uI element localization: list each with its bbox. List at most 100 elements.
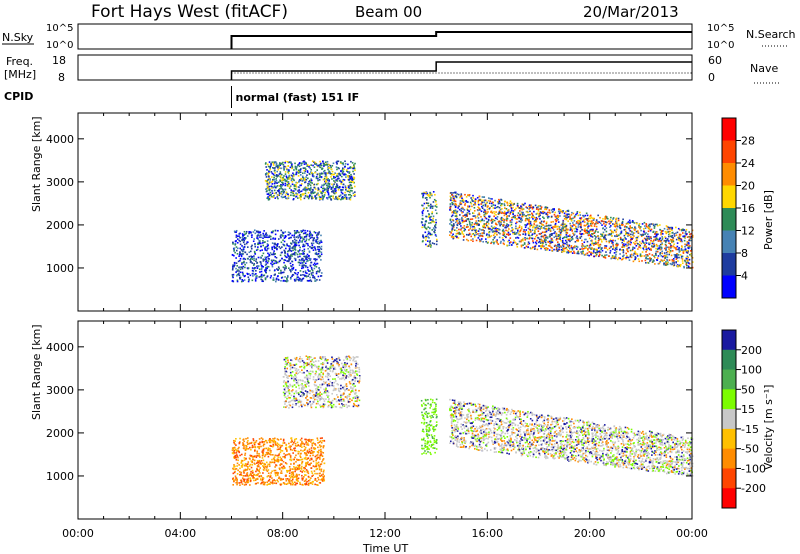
- power-cell: [422, 194, 425, 197]
- power-cell: [626, 249, 628, 251]
- power-cell: [240, 253, 243, 256]
- power-cell: [672, 245, 675, 247]
- power-cell: [278, 165, 280, 168]
- power-cell: [276, 243, 279, 245]
- power-cell: [431, 207, 434, 209]
- power-cell: [573, 224, 576, 226]
- power-cell: [627, 247, 629, 250]
- power-cell: [509, 233, 511, 236]
- power-cell: [485, 240, 487, 243]
- power-cell: [338, 167, 340, 170]
- power-cell: [639, 247, 642, 249]
- power-cell: [575, 225, 577, 228]
- power-cell: [540, 232, 543, 235]
- velocity-cell: [289, 476, 292, 479]
- power-cell: [238, 266, 240, 269]
- power-cell: [299, 190, 302, 193]
- power-cell: [310, 261, 312, 264]
- power-cell: [487, 197, 490, 199]
- power-cell: [529, 222, 532, 225]
- velocity-cell: [312, 465, 315, 467]
- power-cell: [558, 234, 560, 236]
- power-cell: [251, 279, 254, 282]
- power-cell: [676, 257, 678, 259]
- power-cell: [323, 165, 325, 167]
- power-cell: [431, 219, 434, 222]
- power-cell: [531, 212, 533, 215]
- power-cell: [546, 236, 548, 238]
- power-cell: [239, 257, 242, 260]
- power-cell: [510, 209, 513, 212]
- power-cell: [555, 226, 558, 228]
- power-cell: [295, 173, 297, 176]
- power-cell: [453, 197, 455, 200]
- power-cell: [295, 184, 297, 186]
- power-cell: [469, 224, 472, 226]
- freq-panel: Freq. [MHz] 18 8 60 0 Nave: [4, 54, 780, 84]
- velocity-cell: [240, 465, 243, 467]
- power-cell: [647, 233, 649, 235]
- power-cell: [655, 231, 658, 234]
- power-cell: [484, 203, 487, 206]
- velocity-cell: [277, 480, 279, 483]
- power-cell: [282, 188, 284, 191]
- power-cell: [691, 256, 694, 259]
- power-cell: [668, 253, 670, 256]
- power-cell: [567, 209, 570, 212]
- power-cell: [458, 218, 461, 221]
- power-cell: [282, 183, 285, 186]
- power-cell: [284, 184, 287, 187]
- power-cell: [423, 224, 426, 227]
- power-cell: [664, 230, 667, 233]
- power-cell: [271, 187, 273, 189]
- power-cell: [688, 262, 691, 265]
- power-cell: [573, 216, 576, 219]
- power-cell: [589, 243, 592, 246]
- power-cell: [592, 219, 595, 221]
- power-cell: [574, 246, 576, 249]
- power-cell: [502, 238, 504, 241]
- power-cell: [233, 265, 235, 268]
- power-cell: [348, 185, 350, 187]
- power-cell: [427, 230, 430, 233]
- power-cell: [566, 232, 569, 234]
- power-cell: [246, 253, 248, 256]
- power-cell: [291, 163, 293, 165]
- velocity-cell: [277, 459, 279, 462]
- power-cell: [499, 217, 502, 220]
- power-cell: [293, 194, 295, 197]
- power-cell: [299, 174, 302, 176]
- power-cell: [323, 194, 326, 196]
- power-cell: [432, 191, 435, 193]
- power-cell: [319, 240, 321, 242]
- power-cell: [600, 220, 603, 222]
- power-cell: [425, 207, 428, 209]
- power-cell: [297, 271, 299, 274]
- power-cell: [300, 168, 302, 170]
- power-cell: [300, 253, 303, 255]
- power-cell: [288, 231, 291, 234]
- power-cell: [556, 216, 559, 219]
- power-cell: [533, 220, 536, 223]
- power-cell: [478, 213, 481, 216]
- power-cell: [638, 224, 640, 227]
- power-cell: [272, 173, 275, 176]
- power-cell: [510, 206, 513, 209]
- power-cell: [686, 244, 689, 246]
- power-cell: [463, 220, 465, 223]
- power-cell: [641, 251, 644, 253]
- power-cell: [668, 248, 670, 250]
- freq-frame: [77, 54, 693, 81]
- velocity-cell: [322, 480, 324, 482]
- power-cell: [427, 245, 430, 247]
- power-cell: [634, 226, 636, 228]
- freq-trace: [230, 61, 692, 80]
- power-cell: [352, 194, 355, 197]
- power-cell: [265, 232, 268, 234]
- power-cell: [580, 226, 582, 229]
- power-cell: [301, 278, 303, 281]
- power-cell: [310, 242, 313, 245]
- power-cell: [463, 208, 465, 211]
- power-cell: [602, 236, 605, 239]
- power-cell: [288, 176, 290, 178]
